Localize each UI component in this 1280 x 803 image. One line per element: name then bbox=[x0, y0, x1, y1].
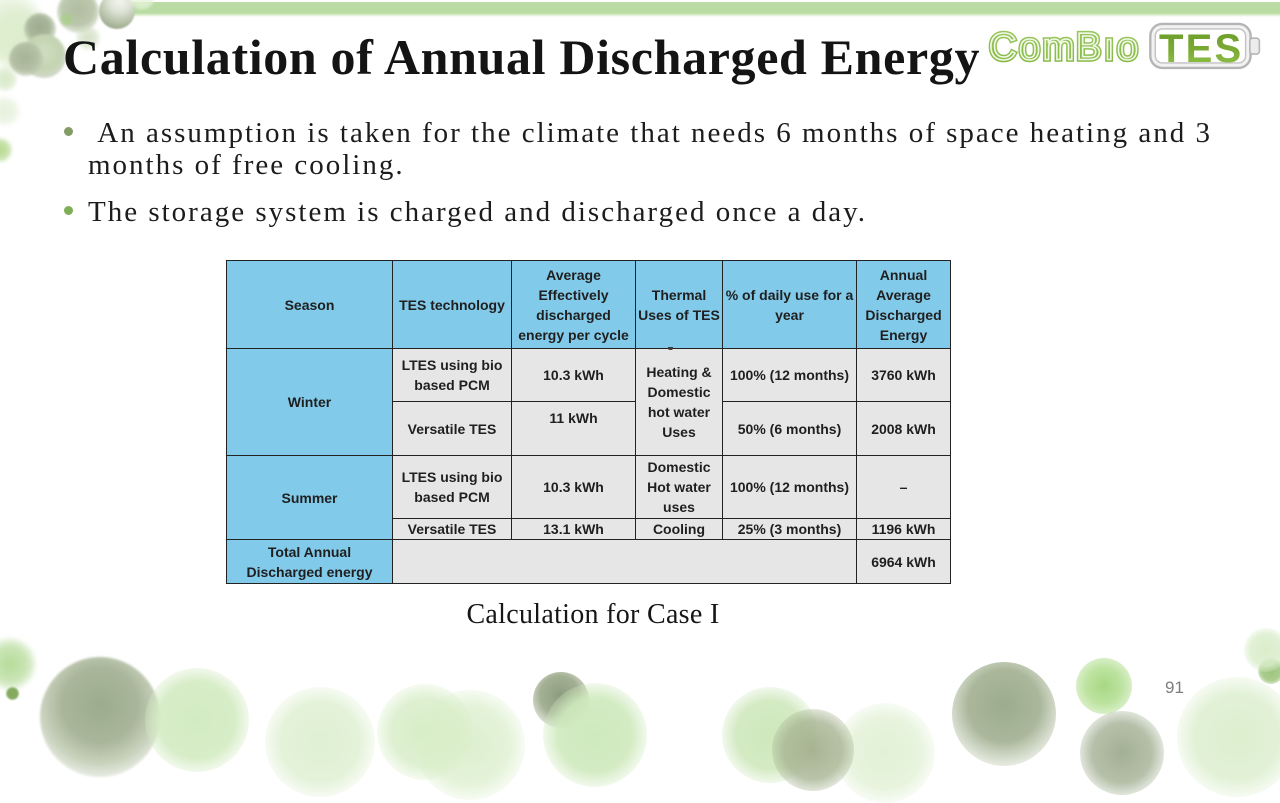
svg-text:Bıo: Bıo bbox=[1076, 27, 1141, 69]
svg-text:TES: TES bbox=[1159, 27, 1243, 71]
svg-text:Com: Com bbox=[989, 27, 1077, 69]
svg-text:Bıo: Bıo bbox=[1076, 27, 1141, 69]
svg-text:Com: Com bbox=[989, 27, 1077, 69]
